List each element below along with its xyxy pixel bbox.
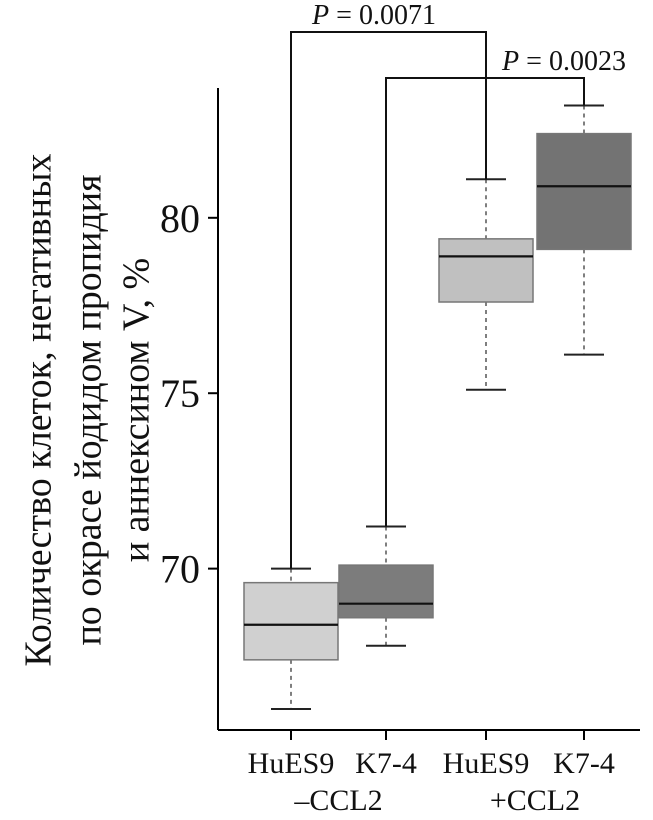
significance-bracket [385, 77, 585, 527]
p-value-text: = 0.0071 [329, 0, 436, 31]
p-symbol: P [311, 0, 329, 31]
p-value-text: = 0.0023 [519, 46, 626, 77]
box-iqr [338, 564, 434, 619]
p-value-label: P = 0.0071 [311, 0, 436, 31]
y-axis-label-line: по окрасе йодидом пропидия [68, 174, 110, 645]
x-category-label: K7-4 [355, 747, 417, 780]
x-group-label: +CCL2 [490, 784, 580, 817]
p-symbol: P [501, 46, 519, 77]
x-category-label: HuES9 [248, 747, 335, 780]
y-tick-label: 75 [160, 371, 200, 416]
y-axis-label-line: и аннексином V, % [116, 258, 158, 562]
x-category-label: K7-4 [553, 747, 615, 780]
box-iqr [536, 132, 632, 251]
y-axis-label-line: Количество клеток, негативных [18, 153, 60, 666]
box-iqr [243, 581, 339, 661]
box-iqr [438, 238, 534, 303]
y-tick-label: 80 [160, 196, 200, 241]
y-tick-label: 70 [160, 547, 200, 592]
significance-bracket [290, 31, 487, 569]
x-category-label: HuES9 [443, 747, 530, 780]
x-group-label: –CCL2 [293, 784, 382, 817]
p-value-label: P = 0.0023 [501, 46, 626, 77]
